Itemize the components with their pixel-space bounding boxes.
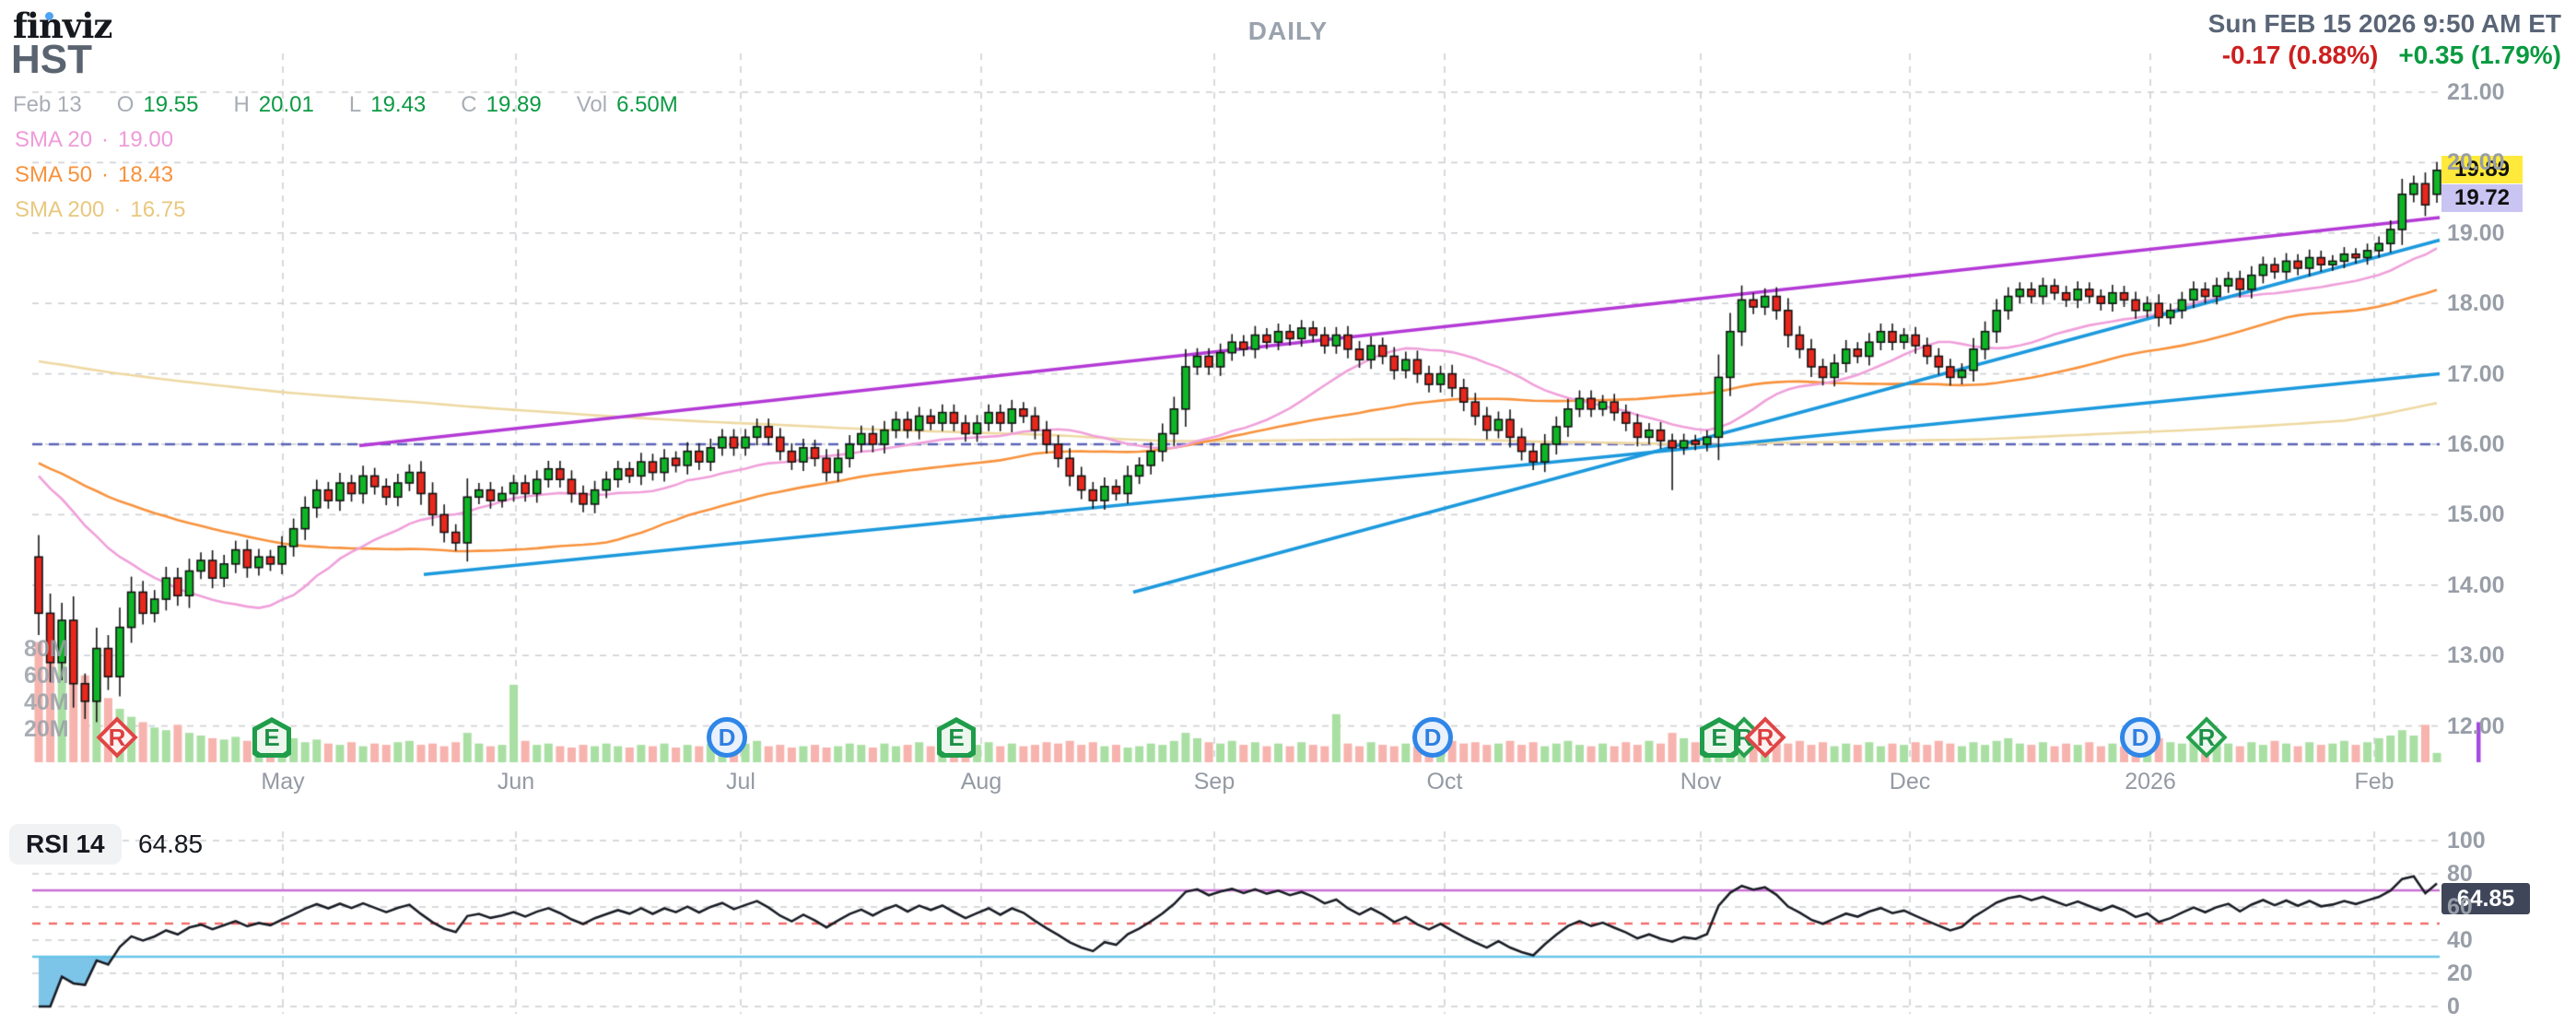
afterhours-change: -0.17 (0.88%) (2221, 41, 2379, 69)
sma50-value: 18.43 (118, 162, 174, 187)
rsi-current-value: 64.85 (138, 830, 204, 858)
marker-letter: D (718, 723, 736, 751)
open-value: 19.55 (143, 92, 199, 117)
sma20-separator: · (101, 127, 110, 152)
marker-letter: D (1423, 723, 1442, 751)
price-changes: -0.17 (0.88%) +0.35 (1.79%) (2222, 41, 2561, 70)
sma20-value: 19.00 (118, 127, 174, 152)
sma20-label: SMA 20 (15, 127, 93, 152)
event-marker-r-red[interactable]: R (1744, 716, 1786, 759)
marker-letter: R (1756, 723, 1774, 751)
high-label: H (233, 92, 250, 117)
sma50-label: SMA 50 (15, 162, 93, 187)
sma200-label: SMA 200 (15, 197, 105, 222)
event-marker-d-blue[interactable]: D (1411, 716, 1454, 759)
marker-letter: R (1723, 716, 1765, 759)
marker-letter: E (948, 723, 965, 751)
circle-marker-shape (707, 717, 747, 758)
sma50-separator: · (101, 162, 110, 187)
marker-letter: R (108, 723, 126, 751)
low-value: 19.43 (370, 92, 427, 117)
circle-marker-shape (1412, 717, 1453, 758)
sma200-legend: SMA 200 · 16.75 (15, 197, 185, 223)
low-label: L (348, 92, 362, 117)
timeframe-label: DAILY (1247, 17, 1329, 45)
day-change: +0.35 (1.79%) (2398, 41, 2561, 69)
last-price-badge: 19.89 (2441, 156, 2523, 183)
event-marker-d-blue[interactable]: D (706, 716, 748, 759)
event-marker-r-green[interactable]: R (1723, 716, 1765, 759)
event-marker-e-green[interactable]: E (1698, 716, 1740, 759)
close-label: C (461, 92, 477, 117)
event-marker-e-green[interactable]: E (935, 716, 978, 759)
marker-letter: D (2131, 723, 2149, 751)
finviz-logo-dot-icon (45, 12, 53, 20)
sma20-legend: SMA 20 · 19.00 (15, 127, 173, 153)
event-marker-e-green[interactable]: E (251, 716, 293, 759)
close-value: 19.89 (486, 92, 542, 117)
circle-marker-shape (2120, 717, 2160, 758)
marker-letter: R (2197, 723, 2216, 751)
event-marker-r-green[interactable]: R (2185, 716, 2228, 759)
afterhours-price-badge: 19.72 (2441, 184, 2523, 212)
marker-letter: E (263, 723, 280, 751)
sma200-value: 16.75 (130, 197, 186, 222)
event-marker-r-red[interactable]: R (96, 716, 138, 759)
quote-datetime: Sun FEB 15 2026 9:50 AM ET (2207, 9, 2561, 38)
high-value: 20.01 (258, 92, 314, 117)
open-label: O (116, 92, 135, 117)
sma50-legend: SMA 50 · 18.43 (15, 162, 173, 188)
marker-letter: E (1711, 723, 1727, 751)
finviz-logo[interactable]: finviz (13, 6, 112, 46)
ohlc-row: Feb 13 O 19.55 H 20.01 L 19.43 C 19.89 Vol 6.… (13, 92, 678, 118)
event-marker-d-blue[interactable]: D (2119, 716, 2161, 759)
ticker-symbol: HST (11, 37, 92, 82)
rsi-indicator-label[interactable]: RSI 14 (9, 824, 122, 865)
volume-label: Vol (576, 92, 608, 117)
rsi-badge: 64.85 (2441, 883, 2530, 914)
ohlc-date: Feb 13 (13, 92, 82, 117)
sma200-separator: · (113, 197, 122, 222)
volume-value: 6.50M (616, 92, 678, 117)
